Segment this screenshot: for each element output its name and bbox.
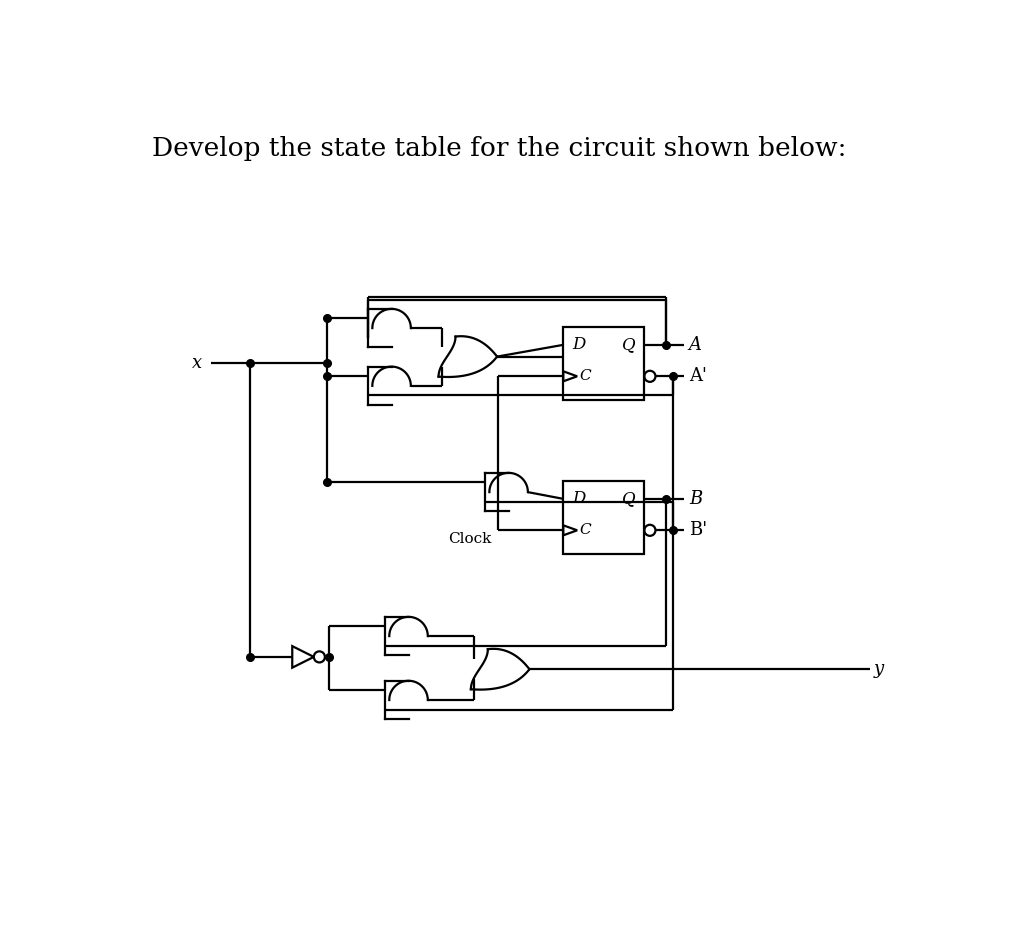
- Text: D: D: [571, 490, 585, 507]
- Text: C: C: [580, 369, 591, 383]
- Text: A': A': [689, 367, 707, 385]
- Text: B: B: [689, 490, 702, 508]
- Text: Q: Q: [622, 336, 636, 353]
- Text: D: D: [571, 336, 585, 353]
- Text: Develop the state table for the circuit shown below:: Develop the state table for the circuit …: [153, 136, 847, 160]
- Text: Q: Q: [622, 490, 636, 507]
- Text: y: y: [873, 660, 884, 678]
- Bar: [563, 480, 644, 554]
- Text: Clock: Clock: [449, 531, 492, 546]
- Text: A: A: [689, 336, 701, 354]
- Text: C: C: [580, 523, 591, 537]
- Text: B': B': [689, 521, 707, 539]
- Text: x: x: [193, 354, 202, 372]
- Bar: [563, 327, 644, 399]
